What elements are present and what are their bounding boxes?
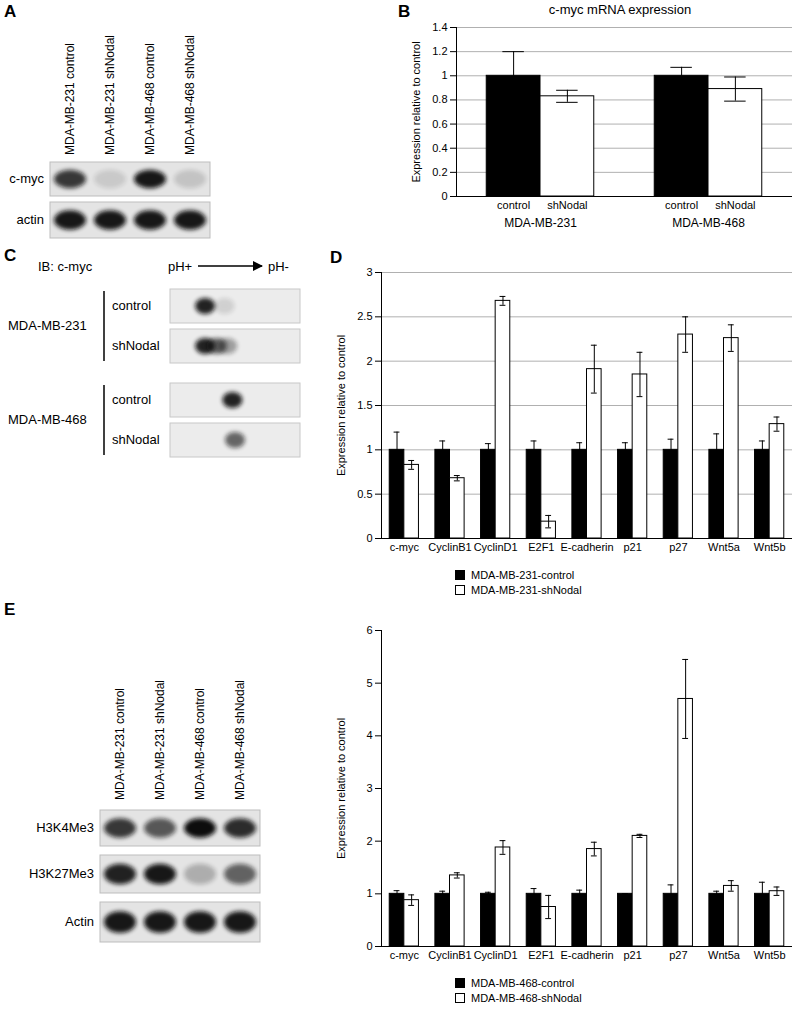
svg-text:p21: p21 [623,949,641,961]
svg-text:p27: p27 [669,541,687,553]
html-text:D: D [330,248,343,267]
svg-text:MDA-MB-231 shNodal: MDA-MB-231 shNodal [103,35,117,155]
html-text:MDA-MB-468-shNodal: MDA-MB-468-shNodal [471,992,582,1004]
svg-text:0: 0 [366,532,372,544]
svg-text:Expression relative to control: Expression relative to control [335,335,347,476]
svg-text:IB: c-myc: IB: c-myc [38,259,93,274]
svg-text:E-cadherin: E-cadherin [560,949,613,961]
svg-text:E2F1: E2F1 [528,949,554,961]
svg-text:Wnt5a: Wnt5a [708,541,741,553]
svg-text:c-myc: c-myc [390,541,420,553]
svg-text:MDA-MB-468 control: MDA-MB-468 control [143,43,157,155]
svg-text:shNodal: shNodal [547,199,587,211]
svg-text:Wnt5b: Wnt5b [754,949,786,961]
svg-text:control: control [665,199,698,211]
svg-text:0.6: 0.6 [432,118,447,130]
svg-text:6: 6 [366,624,372,636]
svg-text:4: 4 [366,729,372,741]
svg-text:1.2: 1.2 [432,45,447,57]
svg-text:CyclinB1: CyclinB1 [428,541,471,553]
svg-text:Wnt5a: Wnt5a [708,949,741,961]
svg-text:E-cadherin: E-cadherin [560,541,613,553]
html-text:MDA-MB-231-control: MDA-MB-231-control [471,569,575,581]
svg-text:p27: p27 [669,949,687,961]
svg-text:c-myc: c-myc [9,171,44,186]
svg-text:shNodal: shNodal [112,432,160,447]
svg-text:0: 0 [366,940,372,952]
svg-text:3: 3 [366,266,372,278]
html-text:C: C [4,246,17,265]
html-text:MDA-MB-231-shNodal: MDA-MB-231-shNodal [471,584,582,596]
svg-text:3: 3 [366,782,372,794]
svg-text:control: control [112,298,151,313]
svg-text:MDA-MB-231 shNodal: MDA-MB-231 shNodal [153,680,167,800]
svg-text:CyclinD1: CyclinD1 [474,949,518,961]
svg-text:2: 2 [366,355,372,367]
svg-text:MDA-MB-231 control: MDA-MB-231 control [63,43,77,155]
svg-text:H3K27Me3: H3K27Me3 [29,866,94,881]
svg-text:1.4: 1.4 [432,21,447,33]
svg-text:MDA-MB-231: MDA-MB-231 [8,318,87,333]
svg-text:MDA-MB-468 shNodal: MDA-MB-468 shNodal [183,35,197,155]
svg-text:c-myc: c-myc [390,949,420,961]
svg-text:0: 0 [441,190,447,202]
svg-text:0.8: 0.8 [432,93,447,105]
svg-text:control: control [112,392,151,407]
svg-text:shNodal: shNodal [715,199,755,211]
svg-text:pH+: pH+ [168,259,192,274]
svg-text:H3K4Me3: H3K4Me3 [36,820,94,835]
svg-text:CyclinD1: CyclinD1 [474,541,518,553]
svg-text:Wnt5b: Wnt5b [754,541,786,553]
svg-text:0.2: 0.2 [432,166,447,178]
svg-text:1: 1 [366,443,372,455]
svg-text:1.5: 1.5 [357,399,372,411]
html-text:A: A [4,2,17,21]
svg-text:MDA-MB-468: MDA-MB-468 [672,216,745,230]
html-text:c-myc mRNA expression: c-myc mRNA expression [548,2,692,17]
svg-text:MDA-MB-468 shNodal: MDA-MB-468 shNodal [233,680,247,800]
svg-text:Expression relative to control: Expression relative to control [410,41,422,182]
svg-text:5: 5 [366,677,372,689]
html-text:E: E [4,600,16,619]
svg-text:0.5: 0.5 [357,488,372,500]
svg-text:shNodal: shNodal [112,338,160,353]
svg-text:0.4: 0.4 [432,142,447,154]
svg-text:control: control [497,199,530,211]
svg-text:E2F1: E2F1 [528,541,554,553]
svg-text:1: 1 [366,887,372,899]
svg-text:2.5: 2.5 [357,310,372,322]
html-text:MDA-MB-468-control: MDA-MB-468-control [471,977,575,989]
svg-text:Expression relative to control: Expression relative to control [335,718,347,859]
svg-text:actin: actin [17,212,44,227]
html-text:B: B [398,2,411,21]
svg-text:MDA-MB-231: MDA-MB-231 [504,216,577,230]
svg-text:MDA-MB-231 control: MDA-MB-231 control [113,688,127,800]
svg-text:CyclinB1: CyclinB1 [428,949,471,961]
svg-text:p21: p21 [623,541,641,553]
svg-text:2: 2 [366,835,372,847]
svg-text:MDA-MB-468 control: MDA-MB-468 control [193,688,207,800]
svg-text:pH-: pH- [268,259,289,274]
svg-text:MDA-MB-468: MDA-MB-468 [8,412,87,427]
svg-text:Actin: Actin [65,914,94,929]
svg-text:1: 1 [441,69,447,81]
